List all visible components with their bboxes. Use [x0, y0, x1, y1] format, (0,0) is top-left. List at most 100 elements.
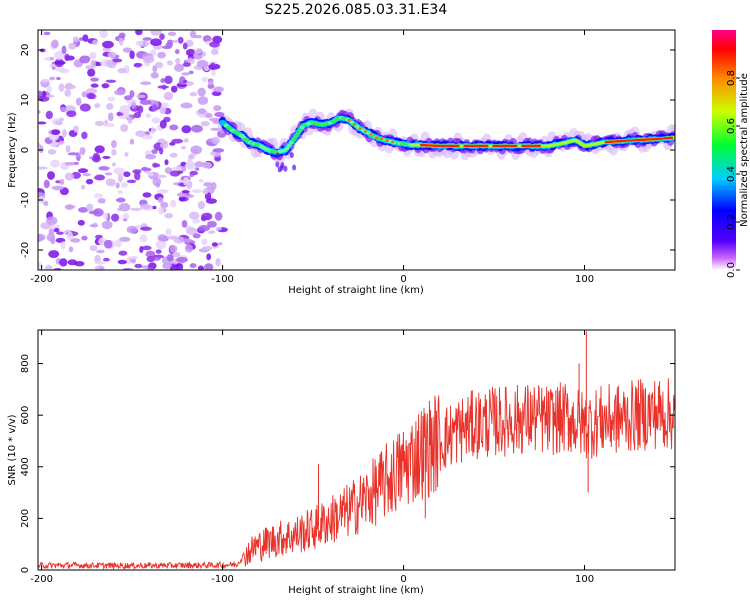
noise-blob — [151, 149, 158, 155]
noise-blob — [176, 256, 188, 263]
noise-blob — [64, 89, 71, 97]
noise-blob — [51, 129, 61, 136]
noise-blob — [198, 224, 211, 232]
noise-blob — [181, 125, 192, 134]
colorbar-gradient — [712, 30, 736, 270]
noise-blob — [89, 224, 99, 228]
noise-blob — [86, 203, 94, 212]
noise-blob — [64, 204, 74, 210]
noise-blob — [183, 138, 189, 143]
noise-blob — [129, 138, 135, 145]
noise-blob — [145, 113, 152, 119]
noise-blob — [107, 96, 116, 102]
spectrogram-x-axis: -200 -100 0 100 — [30, 30, 594, 285]
noise-blob — [87, 68, 96, 77]
noise-blob — [60, 241, 66, 250]
noise-blob — [134, 171, 141, 181]
noise-blob — [148, 172, 154, 177]
noise-blob — [117, 115, 129, 119]
noise-blob — [195, 167, 200, 171]
noise-blob — [103, 239, 113, 249]
x-tick-label: -200 — [30, 274, 53, 285]
y-tick-label: 400 — [20, 457, 31, 476]
noise-blob — [208, 79, 214, 86]
snr-y-label: SNR (10 * v/v) — [7, 414, 18, 485]
noise-blob — [214, 211, 223, 221]
noise-blob — [188, 70, 194, 75]
noise-blob — [56, 231, 64, 235]
x-tick-label: 0 — [400, 574, 406, 585]
noise-blob — [68, 42, 77, 50]
noise-blob — [178, 196, 186, 202]
noise-blob — [189, 263, 197, 269]
noise-blob — [201, 238, 208, 246]
noise-blob — [182, 42, 188, 50]
noise-blob — [159, 119, 167, 129]
noise-blob — [214, 157, 221, 161]
noise-blob — [86, 92, 95, 100]
noise-blob — [38, 110, 41, 114]
noise-blob — [152, 103, 158, 112]
noise-blob — [128, 255, 139, 260]
noise-blob — [45, 94, 55, 98]
noise-blob — [115, 182, 120, 189]
noise-blob — [92, 39, 98, 46]
ridge-core — [284, 146, 290, 151]
noise-blob — [155, 240, 167, 250]
noise-blob — [103, 212, 108, 220]
noise-blob — [38, 233, 43, 243]
noise-blob — [102, 257, 110, 262]
noise-blob — [171, 39, 179, 43]
noise-blob — [49, 76, 56, 81]
noise-blob — [47, 149, 57, 155]
noise-blob — [169, 124, 179, 131]
noise-blob — [150, 38, 162, 47]
noise-blob — [80, 184, 86, 190]
noise-blob — [171, 138, 183, 144]
noise-blob — [157, 174, 167, 178]
spectrogram-y-axis: -20 -10 0 10 20 — [20, 44, 675, 258]
noise-blob — [54, 67, 66, 72]
noise-blob — [145, 250, 156, 258]
noise-blob — [139, 99, 152, 105]
noise-blob — [201, 161, 213, 169]
noise-blob — [160, 141, 169, 149]
noise-blob — [146, 256, 156, 263]
noise-blob — [197, 87, 206, 97]
x-tick-label: 100 — [575, 274, 594, 285]
noise-blob — [50, 159, 60, 168]
x-tick-label: -100 — [211, 274, 234, 285]
noise-blob — [201, 212, 213, 221]
noise-blob — [157, 51, 166, 59]
noise-blob — [155, 61, 164, 69]
noise-blob — [116, 197, 126, 203]
noise-blob — [103, 123, 115, 128]
noise-blob — [110, 213, 120, 222]
noise-blob — [192, 218, 200, 224]
noise-blob — [135, 225, 142, 229]
noise-blob — [122, 267, 133, 270]
noise-blob — [59, 117, 64, 122]
noise-blob — [111, 162, 117, 167]
snr-x-label: Height of straight line (km) — [288, 585, 424, 596]
noise-blob — [135, 40, 144, 46]
noise-blob — [91, 155, 101, 163]
noise-blob — [136, 94, 146, 99]
noise-blob — [186, 158, 193, 168]
noise-blob — [215, 227, 222, 231]
noise-blob — [183, 79, 188, 84]
noise-blob — [167, 39, 174, 45]
noise-blob — [58, 83, 65, 92]
noise-blob — [46, 216, 58, 226]
ridge-core — [297, 128, 303, 133]
noise-blob — [191, 124, 203, 133]
noise-blob — [140, 81, 152, 85]
noise-blob — [139, 203, 152, 210]
noise-blob — [124, 152, 129, 157]
noise-blob — [190, 145, 202, 155]
noise-blob — [85, 178, 94, 185]
noise-blob — [66, 231, 73, 241]
noise-blob — [165, 228, 172, 236]
ridge-band — [283, 165, 288, 172]
noise-blob — [79, 147, 86, 156]
